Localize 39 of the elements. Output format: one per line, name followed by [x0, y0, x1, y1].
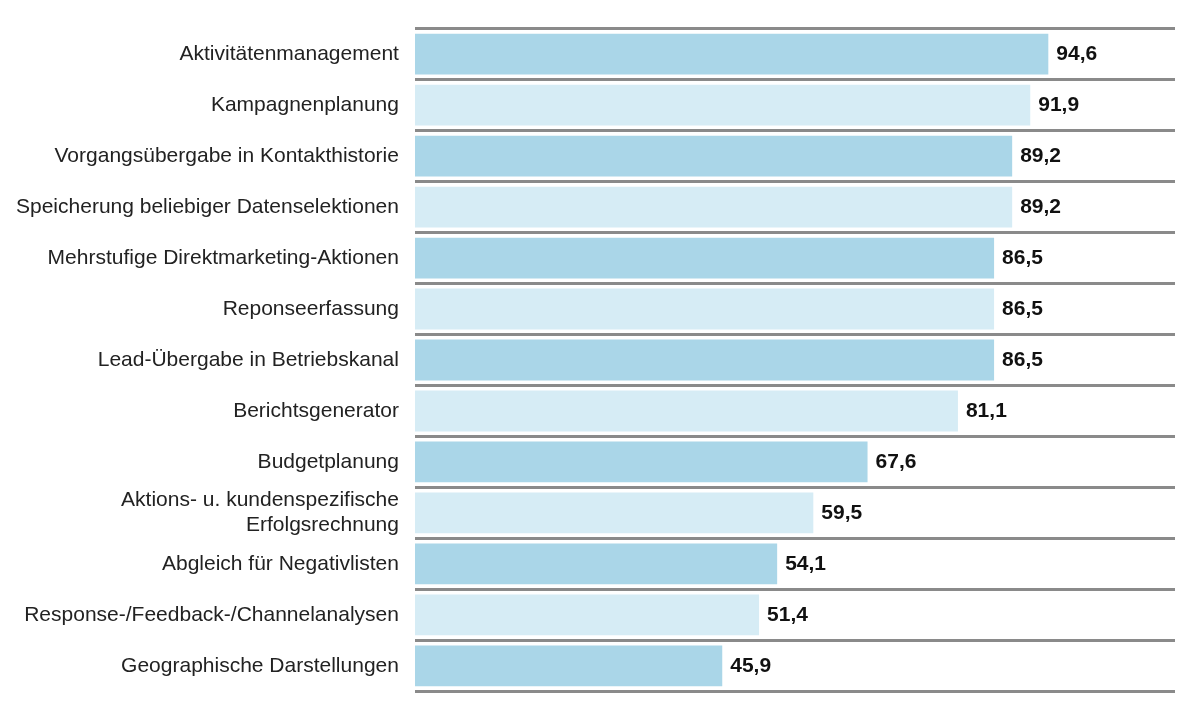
bar [414, 492, 814, 534]
y-tick-label: Response-/Feedback-/Channelanalysen [24, 601, 399, 625]
bar [414, 237, 995, 279]
data-label: 86,5 [1002, 346, 1044, 370]
data-label: 86,5 [1002, 244, 1044, 268]
data-label: 45,9 [730, 652, 772, 676]
data-label: 91,9 [1038, 91, 1080, 115]
bar [414, 135, 1013, 177]
y-tick-label: Kampagnenplanung [210, 91, 399, 115]
data-label: 54,1 [785, 550, 827, 574]
bar [414, 186, 1013, 228]
y-tick-label: Speicherung beliebiger Datenselektionen [15, 193, 399, 217]
data-label: 81,1 [965, 397, 1008, 421]
bar [414, 288, 995, 330]
y-tick-label: Reponseerfassung [222, 295, 399, 319]
y-tick-label: Budgetplanung [257, 448, 399, 472]
data-label: 89,2 [1020, 193, 1062, 217]
y-tick-label: Berichtsgenerator [233, 397, 399, 421]
bar [414, 543, 778, 585]
bar [414, 441, 868, 483]
y-tick-label: Aktivitätenmanagement [179, 40, 400, 64]
bar [414, 390, 958, 432]
bar [414, 645, 723, 687]
y-tick-label: Vorgangsübergabe in Kontakthistorie [54, 142, 399, 166]
y-tick-label: Abgleich für Negativlisten [161, 550, 399, 574]
data-label: 59,5 [821, 499, 863, 523]
y-tick-label: Lead-Übergabe in Betriebskanal [97, 346, 399, 370]
bar [414, 84, 1031, 126]
data-label: 86,5 [1002, 295, 1044, 319]
data-label: 89,2 [1020, 142, 1062, 166]
data-label: 51,4 [767, 601, 809, 625]
data-label: 67,6 [875, 448, 917, 472]
bar [414, 33, 1049, 75]
y-tick-label: Mehrstufige Direktmarketing-Aktionen [47, 244, 399, 268]
bar [414, 339, 995, 381]
data-label: 94,6 [1056, 40, 1098, 64]
bar [414, 594, 760, 636]
y-tick-label: Geographische Darstellungen [121, 652, 399, 676]
y-tick-label: Aktions- u. kundenspezifische Erfolgsrechnung [121, 487, 399, 536]
